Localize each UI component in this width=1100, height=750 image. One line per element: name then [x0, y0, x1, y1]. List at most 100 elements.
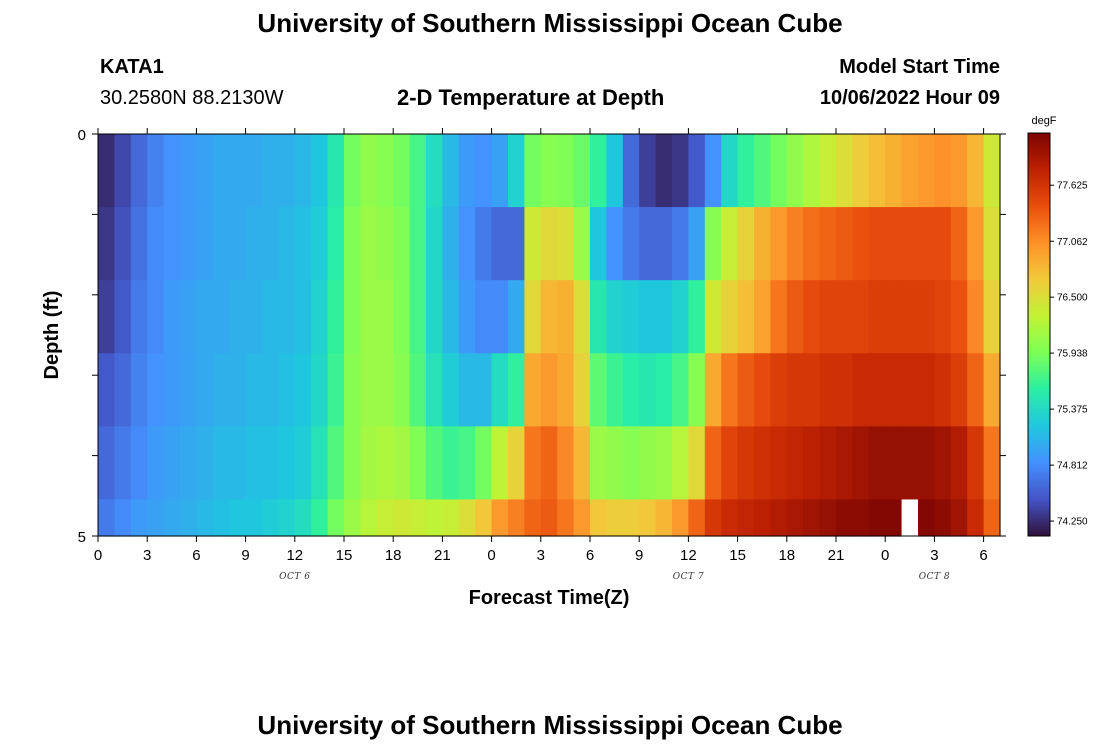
heatmap-cell [327, 353, 345, 427]
heatmap-cell [327, 499, 345, 537]
x-tick-label: 6 [979, 547, 987, 564]
heatmap-cell [950, 353, 968, 427]
heatmap-cell [721, 280, 739, 354]
model-start-value: 10/06/2022 Hour 09 [819, 87, 1000, 109]
heatmap-cell [770, 353, 788, 427]
heatmap-cell [458, 499, 476, 537]
heatmap-cell [655, 134, 673, 208]
heatmap-cell [524, 499, 542, 537]
heatmap-cell [754, 499, 771, 537]
date-label: OCT 6 [279, 572, 310, 582]
heatmap-cell [770, 499, 788, 537]
colorbar-tick-label: 75.375 [1057, 405, 1088, 416]
heatmap-cell [606, 426, 624, 501]
heatmap-cell [688, 499, 706, 537]
heatmap-cell [540, 426, 558, 501]
heatmap-cell [934, 207, 952, 281]
heatmap-cell [327, 207, 345, 281]
heatmap-cell [376, 499, 394, 537]
x-tick-label: 12 [286, 547, 303, 564]
heatmap-cell [212, 499, 230, 537]
heatmap-cell [196, 207, 214, 281]
heatmap-cell [918, 280, 935, 354]
heatmap-cell [803, 426, 821, 501]
heatmap-cell [885, 134, 903, 208]
heatmap-cell [327, 280, 345, 354]
heatmap-cell [163, 134, 181, 208]
heatmap-cell [196, 280, 214, 354]
heatmap-cell [245, 499, 263, 537]
colorbar-tick-label: 75.938 [1057, 349, 1088, 360]
heatmap-cell [754, 353, 771, 427]
heatmap-cell [524, 426, 542, 501]
heatmap-cell [245, 134, 263, 208]
y-tick-label: 5 [78, 529, 86, 546]
heatmap-cell [983, 499, 1001, 537]
heatmap-cell [934, 426, 952, 501]
heatmap-cell [114, 426, 132, 501]
heatmap-cell [786, 134, 804, 208]
heatmap-cell [130, 426, 148, 501]
model-start-label: Model Start Time [839, 56, 1000, 78]
heatmap-cell [344, 499, 361, 537]
heatmap-cell [376, 207, 394, 281]
heatmap-cell [557, 280, 575, 354]
heatmap-cell [672, 280, 689, 354]
heatmap-cell [180, 280, 197, 354]
heatmap-cell [294, 426, 312, 501]
heatmap-cell [704, 134, 722, 208]
heatmap-cell [163, 426, 181, 501]
heatmap-cell [262, 134, 279, 208]
heatmap-cell [688, 426, 706, 501]
heatmap-cell [918, 134, 935, 208]
x-tick-label: 0 [94, 547, 102, 564]
heatmap-cell [311, 280, 329, 354]
heatmap-cell [245, 353, 263, 427]
x-tick-label: 12 [680, 547, 697, 564]
heatmap-cell [721, 207, 739, 281]
heatmap-cell [688, 207, 706, 281]
y-tick-label: 0 [78, 127, 86, 144]
heatmap-cell [327, 426, 345, 501]
heatmap-cell [491, 499, 509, 537]
heatmap-cell [573, 426, 591, 501]
heatmap-cell [262, 207, 279, 281]
heatmap-cell [655, 207, 673, 281]
heatmap-cell [98, 280, 115, 354]
heatmap-cell [737, 499, 755, 537]
heatmap-cell [212, 426, 230, 501]
x-tick-label: 3 [930, 547, 938, 564]
heatmap-cell [622, 207, 640, 281]
heatmap-cell [688, 353, 706, 427]
heatmap-cell [409, 207, 427, 281]
heatmap-cell [508, 134, 525, 208]
heatmap-cell [721, 426, 739, 501]
heatmap-cell [622, 280, 640, 354]
heatmap-cell [622, 134, 640, 208]
heatmap-cell [639, 426, 657, 501]
x-axis-title: Forecast Time(Z) [469, 587, 630, 609]
heatmap-cell [294, 280, 312, 354]
heatmap-cell [458, 426, 476, 501]
heatmap-cell [704, 280, 722, 354]
heatmap-cell [147, 499, 165, 537]
heatmap-cell [262, 280, 279, 354]
heatmap-cell [180, 426, 197, 501]
heatmap-cell [409, 353, 427, 427]
station-id: KATA1 [100, 56, 164, 78]
heatmap-cell [868, 207, 886, 281]
x-tick-label: 0 [881, 547, 889, 564]
heatmap-cell [754, 207, 771, 281]
heatmap-cell [180, 499, 197, 537]
heatmap-cell [672, 499, 689, 537]
heatmap-cell [130, 280, 148, 354]
heatmap-cell [901, 207, 919, 281]
heatmap-cell [508, 499, 525, 537]
heatmap-cell [901, 499, 919, 537]
heatmap-cell [229, 280, 247, 354]
date-label: OCT 7 [673, 572, 704, 582]
heatmap-cell [803, 353, 821, 427]
heatmap-cell [819, 280, 837, 354]
heatmap-cell [639, 499, 657, 537]
heatmap-cell [393, 353, 411, 427]
